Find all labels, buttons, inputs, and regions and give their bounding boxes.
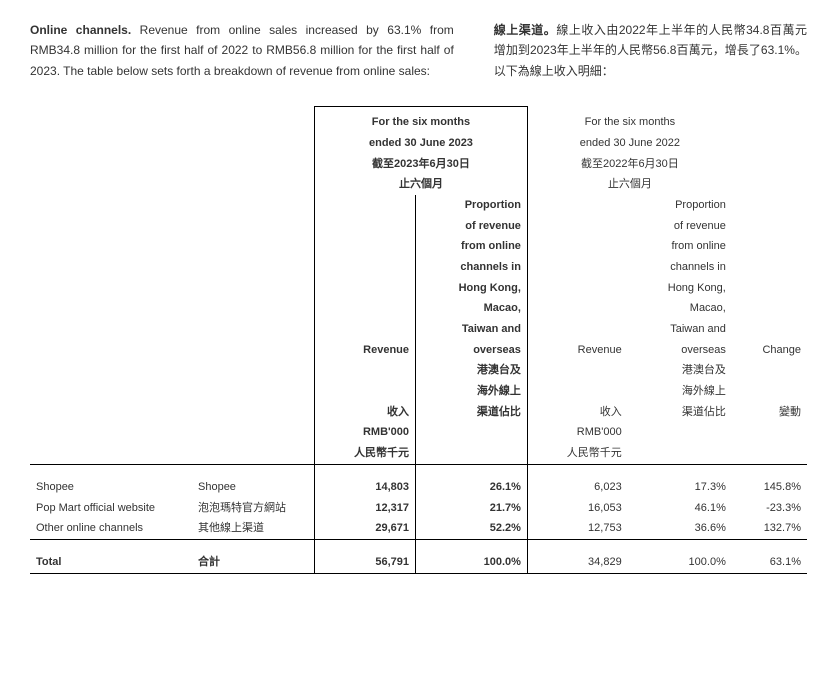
row0-en: Shopee [30, 477, 192, 498]
row2-chg: 132.7% [732, 518, 807, 539]
table-row: Other online channels 其他線上渠道 29,671 52.2… [30, 518, 807, 539]
hdr-2023-l1: For the six months [315, 107, 528, 133]
hdr-2022-zh2: 止六個月 [527, 174, 731, 195]
prop23-8: 港澳台及 [416, 360, 528, 381]
row2-rev23: 29,671 [315, 518, 416, 539]
rev22-zh: 收入 [527, 402, 627, 423]
row2-pct22: 36.6% [628, 518, 732, 539]
prop22-10: 渠道佔比 [628, 402, 732, 423]
unit23-zh: 人民幣千元 [315, 443, 416, 464]
total-row: Total 合計 56,791 100.0% 34,829 100.0% 63.… [30, 552, 807, 573]
rev23-en: Revenue [315, 340, 416, 361]
row2-en: Other online channels [30, 518, 192, 539]
row1-rev22: 16,053 [527, 498, 627, 519]
row1-chg: -23.3% [732, 498, 807, 519]
prop23-4: Hong Kong, [416, 278, 528, 299]
row0-rev22: 6,023 [527, 477, 627, 498]
prop22-5: Macao, [628, 298, 732, 319]
prop22-8: 港澳台及 [628, 360, 732, 381]
unit22-zh: 人民幣千元 [527, 443, 627, 464]
prop23-2: from online [416, 236, 528, 257]
table-row: Shopee Shopee 14,803 26.1% 6,023 17.3% 1… [30, 477, 807, 498]
prop23-5: Macao, [416, 298, 528, 319]
total-zh: 合計 [192, 552, 315, 573]
change-zh: 變動 [732, 402, 807, 423]
prop23-7: overseas [416, 340, 528, 361]
total-pct22: 100.0% [628, 552, 732, 573]
row1-zh: 泡泡瑪特官方網站 [192, 498, 315, 519]
prop23-9: 海外線上 [416, 381, 528, 402]
prop23-0: Proportion [416, 195, 528, 216]
total-chg: 63.1% [732, 552, 807, 573]
prop22-9: 海外線上 [628, 381, 732, 402]
prop22-3: channels in [628, 257, 732, 278]
row2-rev22: 12,753 [527, 518, 627, 539]
hdr-2022-l2: ended 30 June 2022 [527, 133, 731, 154]
unit23-en: RMB'000 [315, 422, 416, 443]
row0-zh: Shopee [192, 477, 315, 498]
row1-en: Pop Mart official website [30, 498, 192, 519]
intro-en-bold: Online channels. [30, 23, 131, 37]
total-rev23: 56,791 [315, 552, 416, 573]
row2-pct23: 52.2% [416, 518, 528, 539]
hdr-2023-zh2: 止六個月 [315, 174, 528, 195]
row2-zh: 其他線上渠道 [192, 518, 315, 539]
intro-zh: 線上渠道。線上收入由2022年上半年的人民幣34.8百萬元增加到2023年上半年… [494, 20, 807, 81]
revenue-table: For the six months For the six months en… [30, 106, 807, 575]
rev23-zh: 收入 [315, 402, 416, 423]
row0-pct23: 26.1% [416, 477, 528, 498]
intro-zh-bold: 線上渠道。 [494, 23, 557, 37]
total-pct23: 100.0% [416, 552, 528, 573]
rev22-en: Revenue [527, 340, 627, 361]
prop22-6: Taiwan and [628, 319, 732, 340]
prop22-4: Hong Kong, [628, 278, 732, 299]
change-en: Change [732, 340, 807, 361]
total-en: Total [30, 552, 192, 573]
intro-section: Online channels. Revenue from online sal… [30, 20, 807, 81]
table-row: Pop Mart official website 泡泡瑪特官方網站 12,31… [30, 498, 807, 519]
hdr-2023-l2: ended 30 June 2023 [315, 133, 528, 154]
intro-en: Online channels. Revenue from online sal… [30, 20, 454, 81]
prop22-2: from online [628, 236, 732, 257]
hdr-2022-zh1: 截至2022年6月30日 [527, 154, 731, 175]
row0-chg: 145.8% [732, 477, 807, 498]
prop22-1: of revenue [628, 216, 732, 237]
row0-pct22: 17.3% [628, 477, 732, 498]
prop22-0: Proportion [628, 195, 732, 216]
hdr-2023-zh1: 截至2023年6月30日 [315, 154, 528, 175]
prop22-7: overseas [628, 340, 732, 361]
row1-pct23: 21.7% [416, 498, 528, 519]
hdr-2022-l1: For the six months [527, 107, 731, 133]
prop23-10: 渠道佔比 [416, 402, 528, 423]
row0-rev23: 14,803 [315, 477, 416, 498]
total-rev22: 34,829 [527, 552, 627, 573]
row1-rev23: 12,317 [315, 498, 416, 519]
row1-pct22: 46.1% [628, 498, 732, 519]
unit22-en: RMB'000 [527, 422, 627, 443]
prop23-1: of revenue [416, 216, 528, 237]
prop23-3: channels in [416, 257, 528, 278]
prop23-6: Taiwan and [416, 319, 528, 340]
